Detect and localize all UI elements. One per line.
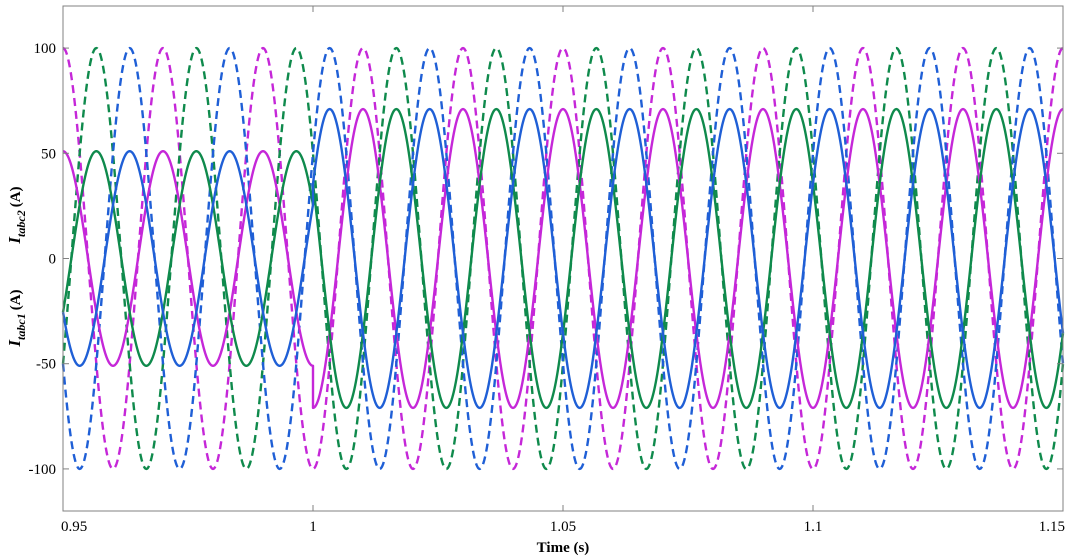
y-axis-label-lower: Itabc1 (A): [5, 289, 28, 347]
y-label-upper-symbol: I: [5, 236, 24, 245]
y-label-upper-subscript: tabc2: [14, 210, 28, 237]
y-tick-label: 0: [49, 252, 57, 268]
series-layer: [61, 46, 1065, 471]
plot-frame: [62, 5, 1064, 512]
y-tick-label: 50: [41, 146, 56, 162]
y-tick-label: -50: [36, 357, 56, 373]
y-axis-ticks: -100 -50 0 50 100: [29, 41, 1063, 478]
series-itabc2-phase-c: [61, 46, 1065, 471]
series-itabc2-phase-b: [61, 46, 1065, 471]
y-label-lower-unit: (A): [8, 289, 24, 310]
svg-text:Itabc1(A): Itabc1 (A): [5, 289, 28, 347]
x-axis-label: Time (s): [537, 540, 590, 556]
y-axis-label-upper: Itabc2 (A): [5, 186, 28, 244]
x-tick-label: 1.1: [804, 519, 823, 535]
x-tick-label: 1: [309, 519, 317, 535]
svg-text:Itabc2(A): Itabc2 (A): [5, 186, 28, 244]
y-label-upper-unit: (A): [8, 186, 24, 207]
y-tick-label: 100: [34, 41, 57, 57]
x-tick-label: 0.95: [61, 519, 87, 535]
x-tick-label: 1.15: [1039, 519, 1065, 535]
x-tick-label: 1.05: [550, 519, 576, 535]
series-itabc1-phase-c: [61, 107, 1065, 410]
y-tick-label: -100: [29, 462, 57, 478]
y-label-lower-symbol: I: [5, 339, 24, 348]
y-label-lower-subscript: tabc1: [14, 313, 28, 340]
plot-background: [63, 6, 1063, 511]
